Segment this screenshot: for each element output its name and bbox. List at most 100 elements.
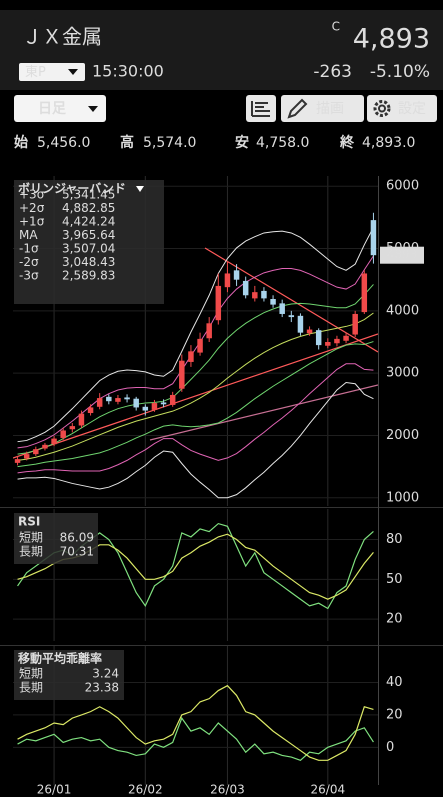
time: 15:30:00 bbox=[92, 62, 164, 81]
period-button[interactable] bbox=[14, 95, 106, 122]
y-tick-label: 2000 bbox=[386, 428, 419, 443]
y-tick-label: 3000 bbox=[386, 366, 419, 381]
candle-body bbox=[78, 413, 85, 426]
y-tick-label: 80 bbox=[386, 532, 403, 547]
candle-body bbox=[370, 220, 377, 256]
ohlc-value: 5,574.0 bbox=[143, 135, 196, 151]
legend-box bbox=[14, 180, 164, 304]
candle-body bbox=[288, 315, 295, 318]
legend-label: +2σ bbox=[19, 201, 45, 215]
candle-body bbox=[133, 398, 139, 408]
legend-value: 3,507.04 bbox=[62, 242, 115, 256]
legend-value: 4,424.24 bbox=[62, 215, 115, 229]
candle-body bbox=[179, 360, 185, 389]
legend-label: 短期 bbox=[19, 667, 43, 681]
candle-body bbox=[306, 329, 313, 334]
legend-value: 23.38 bbox=[85, 681, 119, 695]
ohlc-row: 始 5,456.0 高 5,574.0 安 4,758.0 終 4,893.0 bbox=[14, 134, 415, 151]
legend-value: 86.09 bbox=[60, 531, 94, 545]
plot-area bbox=[17, 684, 374, 761]
candle-body bbox=[224, 273, 231, 288]
legend-label: MA bbox=[19, 228, 38, 242]
band-line bbox=[17, 227, 374, 443]
y-tick-label: 20 bbox=[386, 612, 403, 627]
legend-dropdown-icon bbox=[136, 186, 144, 192]
candle-body bbox=[325, 342, 331, 346]
trendline bbox=[13, 333, 378, 459]
candle-body bbox=[233, 270, 240, 280]
settings-label[interactable]: 設定 bbox=[398, 101, 426, 117]
legend-value: 3,965.64 bbox=[62, 228, 115, 242]
legend-value: 5,341.45 bbox=[62, 188, 115, 202]
candle-body bbox=[124, 397, 130, 400]
current-price: 4,893 bbox=[353, 24, 430, 55]
market-selector[interactable] bbox=[19, 63, 85, 81]
legend-label: -2σ bbox=[19, 255, 39, 269]
gear-icon-center bbox=[378, 104, 386, 113]
candle-body bbox=[169, 394, 176, 405]
band-line bbox=[17, 363, 374, 474]
legend-box bbox=[14, 513, 98, 564]
candle-body bbox=[261, 290, 267, 299]
trendline bbox=[149, 384, 378, 441]
dropdown-icon bbox=[68, 69, 78, 75]
x-tick-label: 26/01 bbox=[37, 783, 72, 797]
candle-body bbox=[215, 285, 222, 321]
band-line bbox=[17, 255, 374, 449]
candle-body bbox=[42, 444, 48, 449]
market-label[interactable]: 東P bbox=[25, 64, 46, 80]
draw-label[interactable]: 描画 bbox=[316, 101, 344, 117]
ohlc-label: 始 bbox=[14, 134, 28, 151]
indicator-line bbox=[17, 716, 374, 761]
pencil-icon bbox=[287, 98, 308, 119]
candle-body bbox=[188, 351, 194, 362]
y-tick-label: 4000 bbox=[386, 303, 419, 318]
legend-title: 移動平均乖離率 bbox=[18, 651, 102, 666]
price-change-pct: -5.10% bbox=[370, 62, 430, 82]
legend-label: 長期 bbox=[19, 545, 43, 559]
price-flag: C bbox=[332, 20, 340, 34]
x-tick-label: 26/03 bbox=[210, 783, 245, 797]
candle-body bbox=[297, 315, 304, 333]
overlay-layer: 26/0126/0226/0326/0410002000300040005000… bbox=[14, 179, 424, 797]
indicator-line bbox=[17, 684, 374, 761]
legend-label: 短期 bbox=[19, 531, 43, 545]
x-tick-label: 26/04 bbox=[311, 783, 346, 797]
ohlc-value: 4,893.0 bbox=[362, 135, 415, 151]
candle-body bbox=[51, 438, 57, 445]
legend-label: 長期 bbox=[19, 681, 43, 695]
y-tick-label: 40 bbox=[386, 675, 403, 690]
ohlc-value: 5,456.0 bbox=[37, 135, 90, 151]
legend-value: 70.31 bbox=[60, 545, 94, 559]
legend-title: ボリンジャーバンド bbox=[18, 181, 126, 196]
band-line bbox=[17, 341, 374, 468]
candle-body bbox=[242, 280, 249, 296]
trendlines bbox=[13, 247, 378, 459]
candle-body bbox=[160, 402, 167, 405]
y-tick-label: 20 bbox=[386, 707, 403, 722]
x-tick-label: 26/02 bbox=[128, 783, 163, 797]
legend-value: 2,589.83 bbox=[62, 269, 115, 283]
legend-value: 3,048.43 bbox=[62, 255, 115, 269]
legend-box bbox=[14, 650, 124, 700]
draw-button[interactable] bbox=[281, 95, 364, 122]
ohlc-label: 終 bbox=[339, 134, 355, 151]
indicator-button[interactable] bbox=[246, 95, 276, 122]
candle-body bbox=[206, 323, 212, 339]
candle-body bbox=[315, 330, 322, 346]
gear-icon bbox=[373, 100, 391, 117]
candle-body bbox=[270, 299, 276, 305]
band-line bbox=[17, 284, 374, 455]
band-line bbox=[17, 312, 374, 461]
legend-label: -3σ bbox=[19, 269, 39, 283]
period-label[interactable]: 日足 bbox=[38, 101, 67, 117]
legend-label: +3σ bbox=[19, 188, 45, 202]
plot-area bbox=[14, 212, 377, 499]
y-tick-label: 1000 bbox=[386, 490, 419, 505]
y-tick-label: 0 bbox=[386, 740, 394, 755]
candle-body bbox=[115, 398, 121, 402]
legend-label: -1σ bbox=[19, 242, 39, 256]
candle-body bbox=[60, 430, 66, 438]
legend-label: +1σ bbox=[19, 215, 45, 229]
